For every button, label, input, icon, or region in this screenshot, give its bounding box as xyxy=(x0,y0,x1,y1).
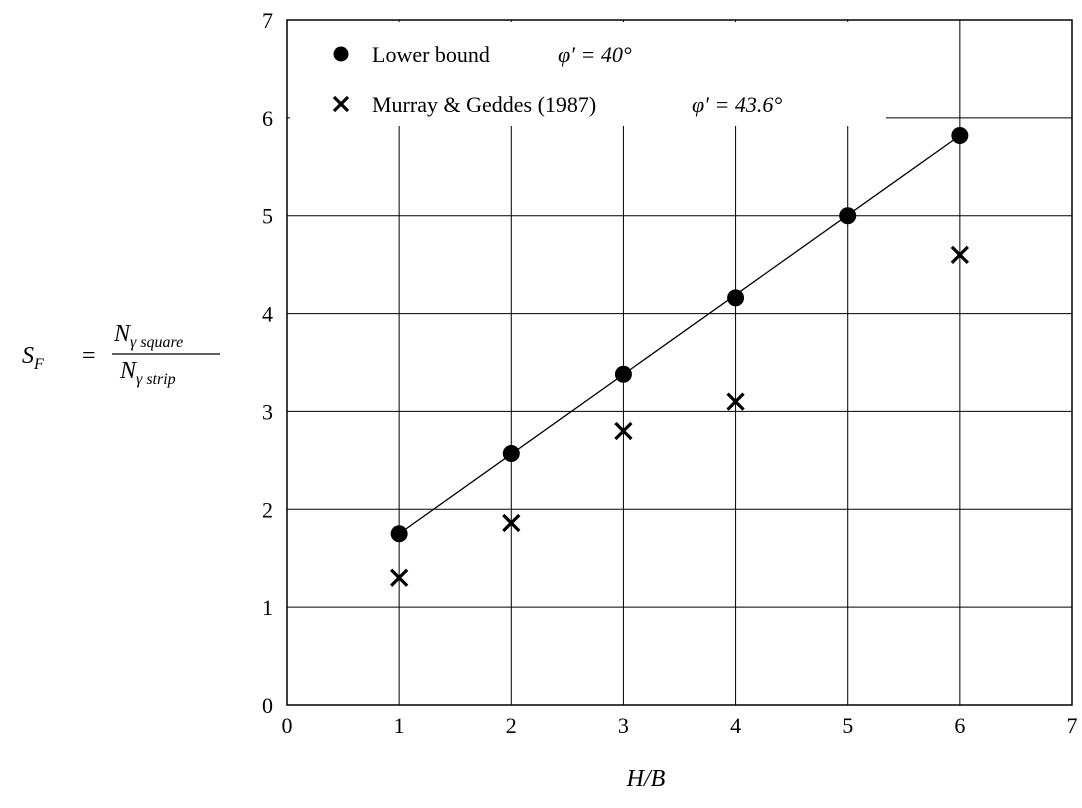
murray-geddes-point xyxy=(726,392,745,411)
y-tick-label: 3 xyxy=(262,399,273,424)
lower-bound-point xyxy=(839,207,857,225)
lower-bound-point xyxy=(614,365,632,383)
lower-bound-point xyxy=(951,126,969,144)
murray-geddes-point xyxy=(390,568,409,587)
murray-geddes-point-stroke-b xyxy=(390,568,409,587)
y-tick-label: 6 xyxy=(262,106,273,131)
x-tick-label: 5 xyxy=(842,713,853,738)
fit-layer xyxy=(398,134,961,535)
legend-annotation-murray-geddes: φ′ = 43.6° xyxy=(692,92,782,117)
x-tick-label: 3 xyxy=(618,713,629,738)
y-tick-label: 7 xyxy=(262,8,273,33)
murray-geddes-point-stroke-b xyxy=(950,245,969,264)
legend: Lower bound φ′ = 40° Murray & Geddes (19… xyxy=(290,22,886,126)
murray-geddes-point xyxy=(614,421,633,441)
tick-layer: 0 1 2 3 4 5 6 7 0 1 2 3 4 5 6 7 xyxy=(262,8,1078,738)
y-axis-title-denominator-symbol: N xyxy=(119,358,138,384)
lower-bound-point xyxy=(727,289,745,307)
lower-bound-fit-line xyxy=(398,134,961,535)
legend-label-lower-bound: Lower bound xyxy=(372,42,490,67)
murray-geddes-point-stroke-b xyxy=(726,392,745,411)
y-axis-title-denominator-subscript: γ strip xyxy=(136,371,176,388)
x-axis-title: H/B xyxy=(626,766,666,792)
legend-marker-lower-bound xyxy=(333,46,349,62)
x-tick-label: 1 xyxy=(394,713,405,738)
y-axis-title: SF = Nγ square Nγ strip xyxy=(22,321,220,388)
marks-layer xyxy=(390,126,969,587)
legend-marker-murray-geddes-stroke-b xyxy=(332,95,350,113)
murray-geddes-point-stroke-b xyxy=(502,513,521,533)
x-tick-label: 4 xyxy=(730,713,741,738)
x-tick-label: 2 xyxy=(506,713,517,738)
x-axis-title-text: H/B xyxy=(626,766,666,792)
x-tick-label: 0 xyxy=(282,713,293,738)
lower-bound-point xyxy=(390,525,408,543)
y-axis-title-denominator: Nγ strip xyxy=(119,358,176,388)
x-tick-label: 7 xyxy=(1067,713,1078,738)
y-tick-label: 2 xyxy=(262,497,273,522)
murray-geddes-point-stroke-b xyxy=(614,421,633,441)
legend-marker-murray-geddes xyxy=(332,95,350,113)
y-tick-label: 1 xyxy=(262,595,273,620)
y-axis-title-numerator-symbol: N xyxy=(113,321,132,347)
legend-annotation-lower-bound: φ′ = 40° xyxy=(558,42,632,67)
y-axis-title-lhs: SF xyxy=(22,343,44,373)
y-axis-title-numerator-subscript: γ square xyxy=(130,334,183,351)
y-tick-label: 4 xyxy=(262,302,273,327)
y-axis-title-numerator: Nγ square xyxy=(113,321,183,351)
plot-frame xyxy=(286,19,1073,706)
y-axis-title-equals: = xyxy=(82,343,96,369)
legend-background xyxy=(290,22,886,126)
y-axis-title-lhs-subscript: F xyxy=(33,356,44,373)
frame-layer xyxy=(286,19,1073,706)
murray-geddes-point xyxy=(502,513,521,533)
y-axis-title-lhs-symbol: S xyxy=(22,343,34,369)
x-tick-label: 6 xyxy=(954,713,965,738)
murray-geddes-point xyxy=(950,245,969,264)
lower-bound-point xyxy=(502,445,520,463)
y-tick-label: 0 xyxy=(262,693,273,718)
legend-label-murray-geddes: Murray & Geddes (1987) xyxy=(372,92,596,117)
y-tick-label: 5 xyxy=(262,204,273,229)
